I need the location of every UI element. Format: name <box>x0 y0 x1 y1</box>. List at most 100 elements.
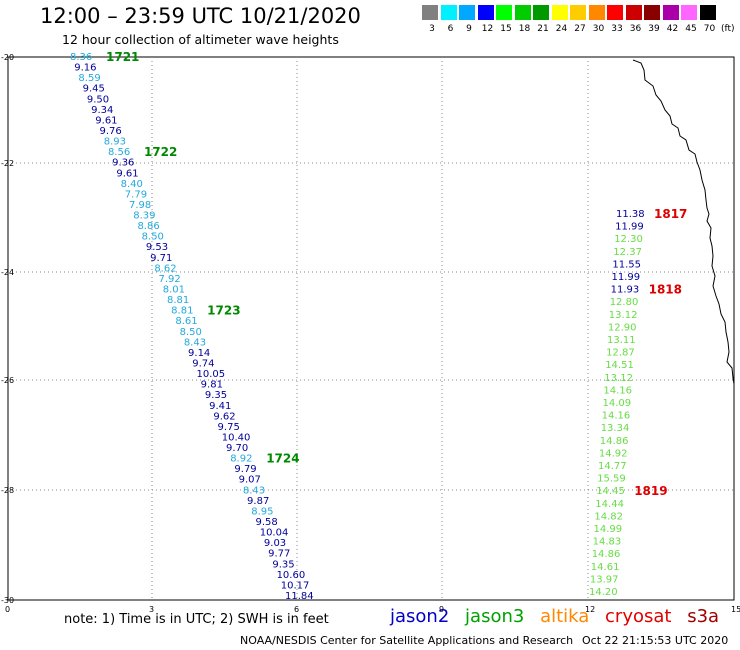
legend-label: 18 <box>518 24 531 34</box>
x-tick-label: 9 <box>439 605 444 614</box>
pass-label: 1818 <box>649 283 682 297</box>
swh-value: 14.16 <box>602 411 631 422</box>
swh-value: 14.77 <box>598 461 627 472</box>
swh-value: 8.81 <box>171 306 193 317</box>
legend-label: 12 <box>481 24 494 34</box>
swh-value: 14.61 <box>591 562 620 573</box>
swh-value: 9.81 <box>201 380 223 391</box>
swh-value: 14.99 <box>594 524 623 535</box>
swh-value: 8.36 <box>70 52 92 63</box>
note-text: note: 1) Time is in UTC; 2) SWH is in fe… <box>64 612 329 627</box>
pass-label: 1723 <box>207 304 240 318</box>
legend-label: 21 <box>537 24 549 34</box>
swh-value: 9.61 <box>116 168 138 179</box>
swh-value: 9.71 <box>150 253 172 264</box>
swh-value: 9.16 <box>74 63 96 74</box>
pass-label: 1819 <box>634 484 667 498</box>
swh-value: 12.90 <box>608 322 637 333</box>
legend-swatch <box>644 5 660 20</box>
legend-label: 33 <box>611 24 623 34</box>
swh-value: 8.92 <box>230 454 252 465</box>
swh-value: 14.44 <box>595 499 624 510</box>
swh-value: 15.59 <box>597 474 626 485</box>
legend-swatch <box>477 5 494 20</box>
track-jason2-jason3: 8.369.168.599.459.509.349.619.768.938.56… <box>70 50 314 602</box>
swh-value: 14.45 <box>596 486 625 497</box>
swh-value: 9.74 <box>192 358 214 369</box>
page-title: 12:00 – 23:59 UTC 10/21/2020 <box>40 4 361 28</box>
swh-value: 13.12 <box>609 310 638 321</box>
swh-value: 8.50 <box>180 327 202 338</box>
swh-value: 10.04 <box>260 528 289 539</box>
swh-value: 9.58 <box>255 517 277 528</box>
map-frame <box>7 56 735 601</box>
sat-s3a: s3a <box>687 606 720 627</box>
x-tick-label: 15 <box>731 605 740 614</box>
swh-value: 12.80 <box>610 297 639 308</box>
legend-swatch <box>570 5 586 20</box>
y-tick-label: -26 <box>1 376 14 385</box>
swh-value: 10.60 <box>277 570 306 581</box>
pass-label: 1817 <box>654 207 687 221</box>
swh-value: 14.09 <box>603 398 632 409</box>
x-tick-label: 0 <box>5 605 10 614</box>
swh-value: 8.62 <box>154 263 176 274</box>
swh-value: 9.36 <box>112 158 134 169</box>
swh-value: 9.35 <box>272 559 294 570</box>
legend-unit: (ft) <box>721 24 735 34</box>
legend-label: 15 <box>500 24 512 34</box>
sat-jason2: jason2 <box>390 606 450 627</box>
legend-swatch <box>625 5 642 20</box>
y-tick-label: -30 <box>1 596 14 605</box>
swh-value: 14.16 <box>603 385 632 396</box>
swh-value: 11.99 <box>612 272 641 283</box>
x-tick-label: 6 <box>294 605 299 614</box>
swh-value: 9.61 <box>95 115 117 126</box>
swh-value: 8.81 <box>167 295 189 306</box>
sat-jason3: jason3 <box>465 606 525 627</box>
y-tick-label: -24 <box>1 268 14 277</box>
swh-value: 8.59 <box>78 73 100 84</box>
swh-value: 9.76 <box>100 126 122 137</box>
axis-ticks: 0 3 6 9 12 15 -20 -22 -24 -26 -28 -30 <box>1 53 740 614</box>
swh-value: 8.56 <box>108 147 130 158</box>
swh-value: 9.45 <box>83 84 105 95</box>
swh-value: 13.97 <box>590 574 619 585</box>
swh-value: 9.50 <box>87 94 109 105</box>
swh-value: 11.55 <box>612 259 641 270</box>
legend-label: 70 <box>703 24 716 34</box>
swh-value: 10.40 <box>222 432 251 443</box>
swh-value: 9.75 <box>218 422 240 433</box>
y-tick-label: -20 <box>1 53 14 62</box>
legend-label: 9 <box>466 24 472 34</box>
legend-swatch <box>681 5 697 20</box>
page-subtitle: 12 hour collection of altimeter wave hei… <box>62 32 339 47</box>
legend-swatch <box>422 5 438 20</box>
legend-swatch <box>459 5 475 20</box>
legend-swatch <box>607 5 623 20</box>
x-tick-label: 12 <box>585 605 595 614</box>
swh-value: 12.87 <box>606 348 635 359</box>
swh-value: 8.01 <box>163 285 185 296</box>
legend-swatch <box>699 5 716 20</box>
swh-value: 9.41 <box>209 401 231 412</box>
coastline <box>632 59 735 385</box>
legend-label: 30 <box>592 24 605 34</box>
sat-cryosat: cryosat <box>605 606 672 627</box>
legend-swatch <box>440 5 457 20</box>
legend-label: 45 <box>685 24 697 34</box>
swh-value: 10.05 <box>196 369 225 380</box>
swh-value: 9.79 <box>234 464 256 475</box>
track-s3a: 11.3811.9912.3012.3711.5511.9911.9312.80… <box>589 207 687 598</box>
swh-value: 11.93 <box>611 285 640 296</box>
swh-value: 14.82 <box>594 511 623 522</box>
swh-value: 9.07 <box>239 475 261 486</box>
swh-value: 9.87 <box>247 496 269 507</box>
legend-label: 27 <box>574 24 586 34</box>
swh-value: 8.39 <box>133 211 155 222</box>
swh-value: 13.12 <box>604 373 633 384</box>
y-tick-label: -28 <box>1 486 14 495</box>
x-tick-label: 3 <box>149 605 154 614</box>
footer-source: NOAA/NESDIS Center for Satellite Applica… <box>240 634 574 647</box>
swh-value: 9.77 <box>268 549 290 560</box>
